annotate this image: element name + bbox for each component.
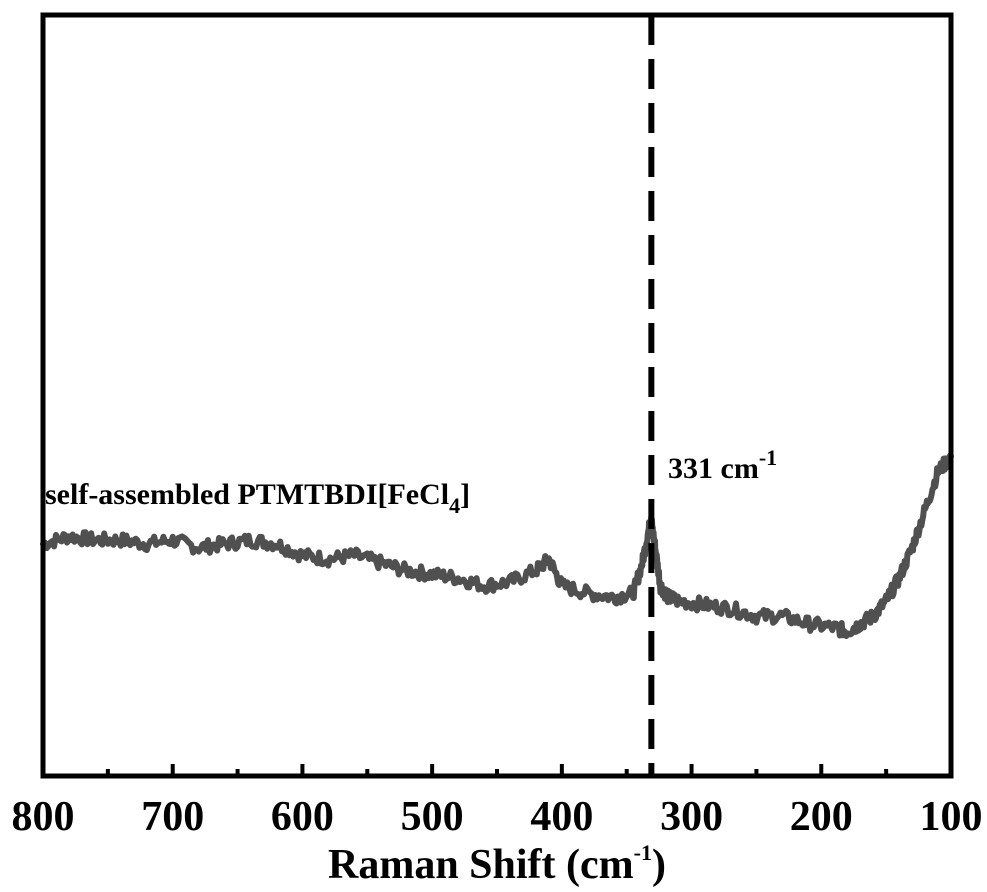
x-tick-label: 800 [12, 794, 75, 840]
x-ticks: 800 700 600 500 400 300 200 100 [12, 764, 983, 840]
x-axis-title-sup: -1 [634, 840, 652, 865]
sample-label-close: ] [460, 478, 470, 511]
x-axis-title-text: Raman Shift (cm [328, 842, 634, 888]
plot-frame [40, 12, 954, 779]
peak-annotation-text: 331 cm [668, 452, 759, 485]
axes-frame [40, 12, 954, 779]
x-tick-label: 700 [141, 794, 204, 840]
x-tick-label: 400 [530, 794, 593, 840]
peak-annotation: 331 cm-1 [668, 445, 777, 485]
x-axis-title: Raman Shift (cm-1) [328, 840, 666, 888]
spectrum-line [40, 452, 954, 639]
sample-label: self-assembled PTMTBDI[FeCl4] [45, 478, 470, 518]
peak-annotation-sup: -1 [759, 445, 777, 470]
x-tick-label: 600 [271, 794, 334, 840]
sample-label-sub: 4 [449, 493, 460, 518]
x-tick-label: 100 [920, 794, 983, 840]
x-tick-label: 200 [790, 794, 853, 840]
plot-area [40, 452, 954, 639]
x-axis-title-close: ) [652, 842, 666, 888]
x-tick-label: 500 [401, 794, 464, 840]
x-tick-label: 300 [660, 794, 723, 840]
sample-label-text: self-assembled PTMTBDI[FeCl [45, 478, 449, 511]
